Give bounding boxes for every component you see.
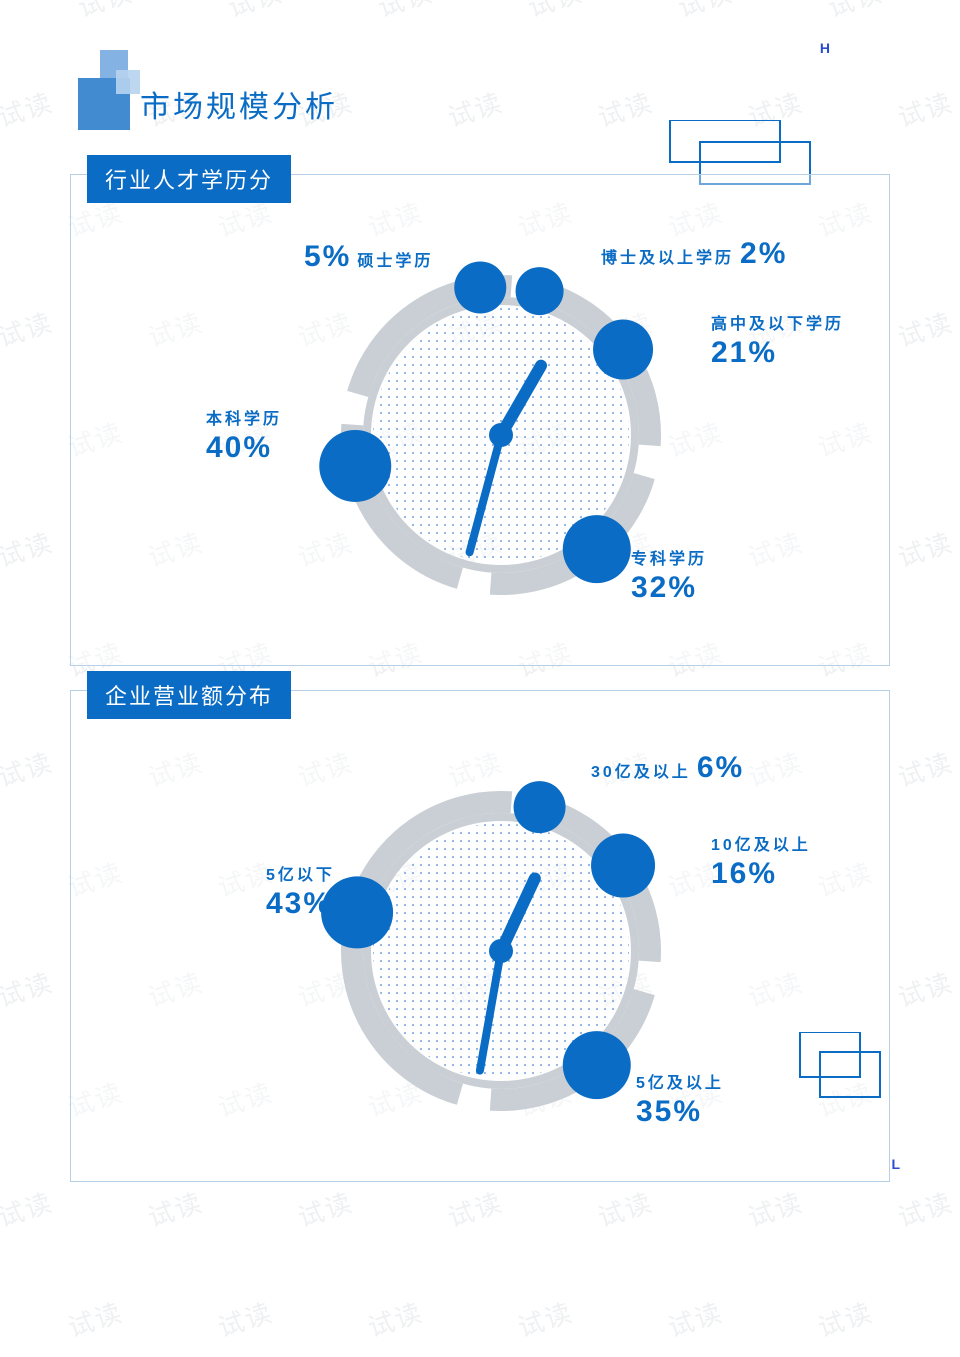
segment-label: 5%硕士学历 — [304, 240, 433, 274]
segment-pct: 2% — [740, 237, 787, 271]
segment-name: 高中及以下学历 — [711, 310, 844, 334]
footer-decor-outline-boxes — [790, 1032, 890, 1112]
segment-label: 本科学历40% — [206, 405, 282, 465]
segment-name: 5亿及以上 — [636, 1069, 724, 1093]
segment-marker-dot — [563, 515, 631, 583]
segment-pct: 43% — [266, 887, 335, 921]
clock-chart: 30亿及以上6% 10亿及以上16% 5亿及以上35% 5亿以下43% — [91, 751, 869, 1151]
segment-pct: 5% — [304, 240, 351, 274]
segment-name: 博士及以上学历 — [601, 244, 734, 268]
segment-name: 硕士学历 — [357, 247, 433, 271]
segment-label: 高中及以下学历21% — [711, 310, 844, 370]
segment-name: 5亿以下 — [266, 861, 335, 885]
segment-marker-dot — [454, 261, 506, 313]
page-root: H 市场规模分析 行业人才学历分博士及以上学历2%高中及以下学历21%专科学历3… — [0, 0, 960, 1222]
segment-label: 5亿以下43% — [266, 861, 335, 921]
title-block: 市场规模分析 — [70, 40, 890, 150]
segment-marker-dot — [563, 1031, 631, 1099]
segment-label: 10亿及以上16% — [711, 831, 811, 891]
segment-name: 10亿及以上 — [711, 831, 811, 855]
segment-marker-dot — [516, 267, 564, 315]
clock-svg — [91, 751, 911, 1151]
segment-pct: 40% — [206, 431, 282, 465]
info-panel: 企业营业额分布30亿及以上6%10亿及以上16%5亿及以上35%5亿以下43% — [70, 690, 890, 1182]
segment-pct: 32% — [631, 571, 707, 605]
segment-marker-dot — [593, 320, 653, 380]
segment-marker-dot — [514, 781, 566, 833]
segment-pct: 6% — [697, 751, 744, 785]
segment-label: 5亿及以上35% — [636, 1069, 724, 1129]
segment-marker-dot — [319, 430, 391, 502]
corner-marker-bottom: L — [891, 1156, 900, 1172]
segment-name: 30亿及以上 — [591, 758, 691, 782]
segment-label: 30亿及以上6% — [591, 751, 744, 785]
segment-pct: 35% — [636, 1095, 724, 1129]
segment-pct: 21% — [711, 336, 844, 370]
panel-title: 行业人才学历分 — [87, 155, 291, 203]
page-title: 市场规模分析 — [140, 82, 338, 126]
segment-name: 本科学历 — [206, 405, 282, 429]
segment-marker-dot — [591, 834, 655, 898]
info-panel: 行业人才学历分博士及以上学历2%高中及以下学历21%专科学历32%本科学历40%… — [70, 174, 890, 666]
segment-pct: 16% — [711, 857, 811, 891]
segment-label: 博士及以上学历2% — [601, 237, 787, 271]
panel-title: 企业营业额分布 — [87, 671, 291, 719]
clock-chart: 博士及以上学历2% 高中及以下学历21% 专科学历32% 本科学历40% 5%硕士学历 — [91, 235, 869, 635]
segment-label: 专科学历32% — [631, 545, 707, 605]
segment-name: 专科学历 — [631, 545, 707, 569]
